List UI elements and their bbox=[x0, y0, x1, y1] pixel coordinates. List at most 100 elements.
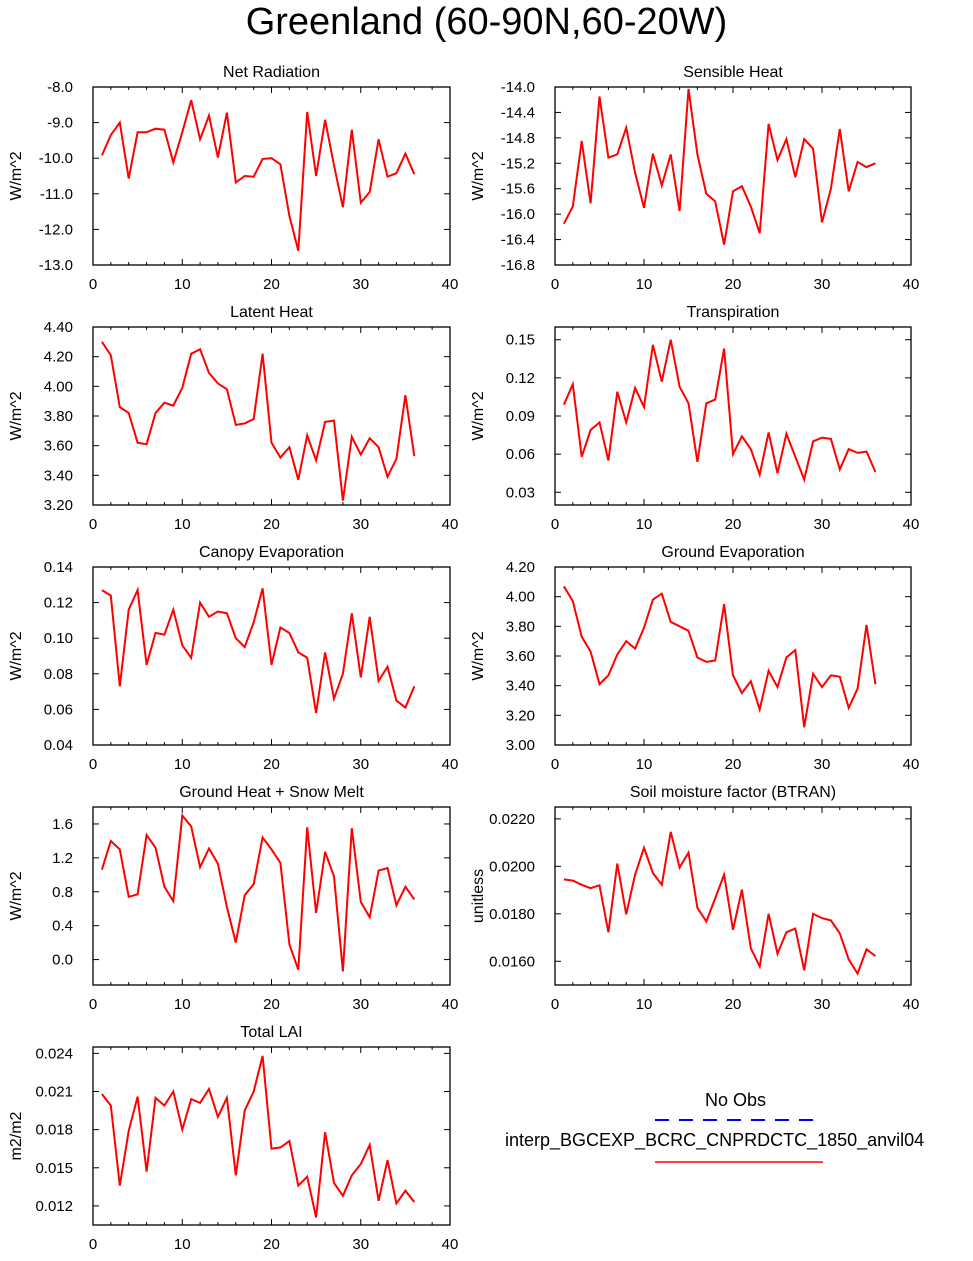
y-tick-label: -9.0 bbox=[47, 115, 73, 132]
y-tick-label: 0.015 bbox=[35, 1160, 73, 1177]
y-tick-label: -14.4 bbox=[501, 104, 535, 121]
y-tick-label: -11.0 bbox=[40, 186, 73, 203]
plot-frame bbox=[554, 86, 912, 266]
x-tick-label: 20 bbox=[263, 276, 280, 293]
y-tick-label: 1.6 bbox=[52, 816, 73, 833]
y-tick-label: 4.40 bbox=[44, 319, 73, 336]
y-tick-label: -15.6 bbox=[501, 181, 535, 198]
chart-panel: Sensible Heat W/m^2 0 10 20 30 40 -14.0 -14.4 -14… bbox=[470, 64, 919, 293]
y-tick-label: 3.40 bbox=[44, 467, 73, 484]
y-tick-label: -13.0 bbox=[39, 257, 73, 274]
y-tick-label: -12.0 bbox=[39, 221, 73, 238]
x-tick-label: 10 bbox=[636, 516, 653, 533]
y-tick-label: 0.018 bbox=[35, 1122, 73, 1139]
x-tick-label: 20 bbox=[263, 756, 280, 773]
plot-frame bbox=[554, 806, 912, 986]
x-tick-label: 40 bbox=[903, 276, 920, 293]
panel-title: Transpiration bbox=[687, 304, 780, 321]
series-line bbox=[563, 88, 876, 245]
series-line bbox=[101, 1055, 416, 1218]
y-tick-label: 0.10 bbox=[44, 630, 73, 647]
x-tick-label: 0 bbox=[89, 756, 97, 773]
y-axis-label: W/m^2 bbox=[470, 391, 487, 440]
x-tick-label: 10 bbox=[174, 276, 191, 293]
y-tick-label: 4.00 bbox=[506, 589, 535, 606]
y-tick-label: 3.00 bbox=[506, 737, 535, 754]
x-tick-label: 40 bbox=[442, 756, 459, 773]
y-tick-label: 0.14 bbox=[44, 559, 73, 576]
x-tick-label: 30 bbox=[814, 516, 831, 533]
chart-panel: Canopy Evaporation W/m^2 0 10 20 30 40 0.14 0.12… bbox=[8, 544, 458, 773]
series-line bbox=[100, 812, 416, 972]
y-tick-label: 0.04 bbox=[44, 737, 73, 754]
x-tick-label: 10 bbox=[174, 516, 191, 533]
y-tick-label: 0.09 bbox=[506, 408, 535, 425]
y-tick-label: -8.0 bbox=[47, 79, 73, 96]
x-tick-label: 40 bbox=[442, 276, 459, 293]
x-tick-label: 30 bbox=[352, 756, 369, 773]
y-tick-label: 0.12 bbox=[44, 595, 73, 612]
x-tick-label: 40 bbox=[442, 996, 459, 1013]
x-tick-label: 10 bbox=[174, 996, 191, 1013]
x-tick-label: 40 bbox=[442, 1236, 459, 1253]
x-tick-label: 30 bbox=[352, 516, 369, 533]
x-tick-label: 0 bbox=[89, 996, 97, 1013]
panel-title: Canopy Evaporation bbox=[199, 544, 344, 561]
x-tick-label: 10 bbox=[174, 1236, 191, 1253]
y-tick-label: 3.60 bbox=[506, 648, 535, 665]
plot-frame bbox=[554, 326, 912, 506]
y-axis-label: W/m^2 bbox=[8, 871, 25, 920]
y-tick-label: 3.60 bbox=[44, 438, 73, 455]
x-tick-label: 10 bbox=[636, 996, 653, 1013]
panel-title: Total LAI bbox=[240, 1024, 302, 1041]
y-axis-label: W/m^2 bbox=[8, 391, 25, 440]
series-line bbox=[563, 831, 876, 976]
chart-panel: Net Radiation W/m^2 0 10 20 30 40 -8.0 -9.0 -10.0… bbox=[8, 64, 458, 293]
x-tick-label: 0 bbox=[89, 1236, 97, 1253]
chart-panel: Total LAI m2/m2 0 10 20 30 40 0.024 0.021 0.018 0.… bbox=[8, 1024, 458, 1253]
y-tick-label: -14.8 bbox=[501, 130, 535, 147]
chart-panel: Soil moisture factor (BTRAN) unitless 0 10 2… bbox=[470, 784, 919, 1013]
y-tick-label: 0.06 bbox=[44, 701, 73, 718]
y-tick-label: 0.4 bbox=[52, 918, 73, 935]
plot-frame bbox=[92, 1046, 451, 1226]
y-tick-label: 0.06 bbox=[506, 446, 535, 463]
panel-title: Net Radiation bbox=[223, 64, 320, 81]
x-tick-label: 0 bbox=[89, 516, 97, 533]
x-tick-label: 40 bbox=[903, 756, 920, 773]
y-tick-label: 0.03 bbox=[506, 484, 535, 501]
chart-panel: Ground Heat + Snow Melt W/m^2 0 10 20 30 40 1.6… bbox=[8, 784, 458, 1013]
x-tick-label: 20 bbox=[263, 1236, 280, 1253]
y-tick-label: 1.2 bbox=[52, 850, 73, 867]
plot-frame bbox=[92, 566, 451, 746]
panel-title: Sensible Heat bbox=[683, 64, 783, 81]
legend-title: No Obs bbox=[705, 1090, 767, 1110]
x-tick-label: 40 bbox=[903, 516, 920, 533]
x-tick-label: 40 bbox=[903, 996, 920, 1013]
x-tick-label: 30 bbox=[352, 1236, 369, 1253]
y-tick-label: -10.0 bbox=[39, 150, 73, 167]
chart-panel: Ground Evaporation W/m^2 0 10 20 30 40 4.20 4.00… bbox=[470, 544, 919, 773]
legend-label: interp_BGCEXP_BCRC_CNPRDCTC_1850_anvil04 bbox=[505, 1130, 925, 1150]
plot-frame bbox=[92, 326, 451, 506]
y-axis-label: W/m^2 bbox=[470, 151, 487, 200]
y-tick-label: 0.0 bbox=[52, 952, 73, 969]
series-line bbox=[100, 99, 416, 252]
x-tick-label: 30 bbox=[814, 996, 831, 1013]
series-line bbox=[562, 339, 877, 483]
y-tick-label: 0.8 bbox=[52, 884, 73, 901]
series-line bbox=[563, 585, 877, 728]
y-tick-label: -14.0 bbox=[501, 79, 535, 96]
y-tick-label: 4.20 bbox=[506, 559, 535, 576]
y-tick-label: 0.0160 bbox=[489, 953, 535, 970]
y-tick-label: 0.021 bbox=[35, 1084, 73, 1101]
y-tick-label: 0.0180 bbox=[489, 906, 535, 923]
x-tick-label: 30 bbox=[814, 756, 831, 773]
y-axis-label: W/m^2 bbox=[8, 151, 25, 200]
x-tick-label: 0 bbox=[551, 756, 559, 773]
y-tick-label: 0.012 bbox=[35, 1198, 73, 1215]
y-tick-label: 3.40 bbox=[506, 678, 535, 695]
y-axis-label: W/m^2 bbox=[8, 631, 25, 680]
y-axis-label: W/m^2 bbox=[470, 631, 487, 680]
